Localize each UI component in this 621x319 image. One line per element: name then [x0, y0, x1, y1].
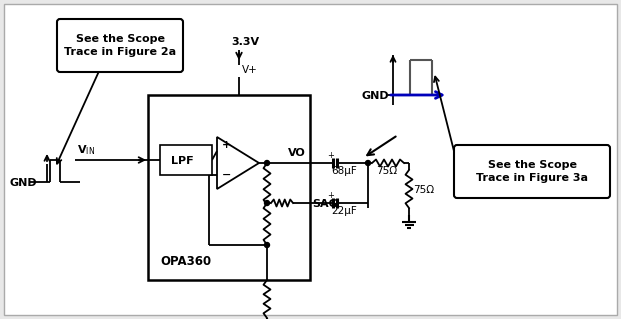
Text: VO: VO — [288, 148, 306, 158]
Text: −: − — [222, 170, 232, 180]
Text: V+: V+ — [242, 65, 258, 75]
Text: 75Ω: 75Ω — [413, 185, 434, 195]
Text: V$_{\rm IN}$: V$_{\rm IN}$ — [77, 143, 95, 157]
Text: +: + — [327, 152, 335, 160]
Text: See the Scope
Trace in Figure 3a: See the Scope Trace in Figure 3a — [476, 160, 588, 183]
Circle shape — [265, 201, 270, 205]
Text: 22μF: 22μF — [331, 206, 356, 216]
Bar — [160, 145, 212, 175]
Text: OPA360: OPA360 — [160, 255, 211, 268]
Circle shape — [366, 160, 371, 166]
Text: SAG: SAG — [312, 199, 338, 209]
Text: GND: GND — [9, 178, 37, 188]
Circle shape — [265, 242, 270, 248]
Text: 3.3V: 3.3V — [231, 37, 259, 47]
FancyBboxPatch shape — [57, 19, 183, 72]
Text: See the Scope
Trace in Figure 2a: See the Scope Trace in Figure 2a — [64, 34, 176, 57]
FancyBboxPatch shape — [454, 145, 610, 198]
Text: +: + — [327, 191, 335, 201]
Text: 75Ω: 75Ω — [376, 166, 397, 176]
Circle shape — [265, 160, 270, 166]
Bar — [148, 95, 310, 280]
Text: 68μF: 68μF — [331, 166, 356, 176]
Text: LPF: LPF — [171, 156, 193, 166]
Text: GND: GND — [361, 91, 389, 101]
Text: +: + — [222, 140, 231, 150]
